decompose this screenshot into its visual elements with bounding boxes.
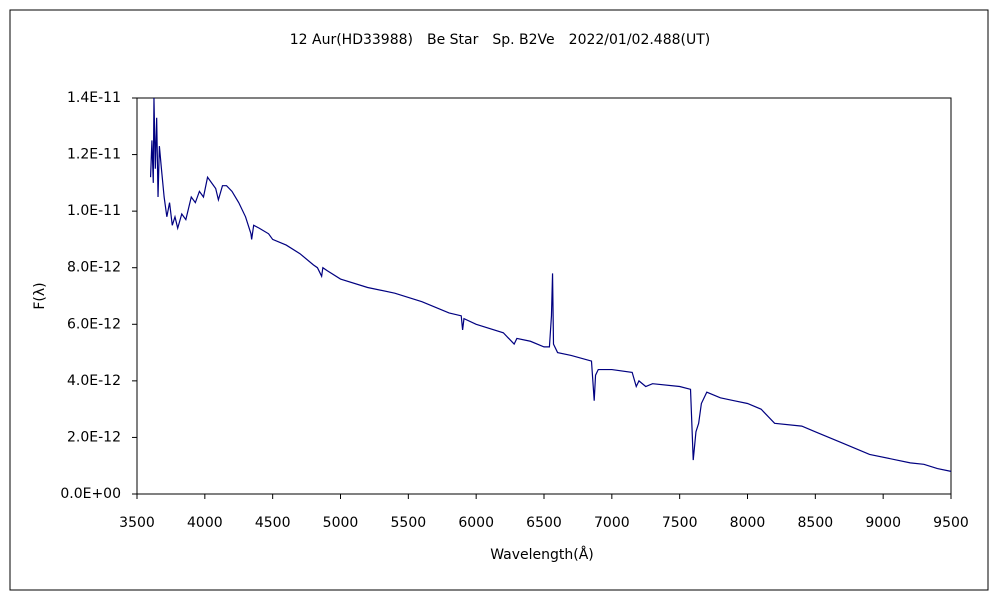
x-tick-label: 4500 (255, 515, 291, 531)
x-tick-label: 5500 (391, 515, 427, 531)
x-tick-label: 7500 (662, 515, 698, 531)
x-tick-label: 9500 (933, 515, 969, 531)
y-tick-label: 4.0E-12 (67, 373, 121, 389)
y-tick-label: 1.4E-11 (67, 90, 121, 106)
y-tick-label: 1.0E-11 (67, 203, 121, 219)
x-tick-label: 8000 (730, 515, 766, 531)
x-tick-label: 8500 (798, 515, 834, 531)
y-tick-label: 8.0E-12 (67, 260, 121, 276)
x-tick-label: 5000 (323, 515, 359, 531)
x-tick-label: 9000 (865, 515, 901, 531)
y-tick-label: 0.0E+00 (60, 486, 121, 502)
spectrum-line (149, 97, 952, 472)
y-tick-label: 2.0E-12 (67, 429, 121, 445)
y-tick-label: 6.0E-12 (67, 316, 121, 332)
x-tick-label: 7000 (594, 515, 630, 531)
x-tick-label: 6500 (526, 515, 562, 531)
y-axis-label: F(λ) (32, 282, 48, 309)
x-axis-label: Wavelength(Å) (490, 546, 594, 563)
y-tick-label: 1.2E-11 (67, 147, 121, 163)
chart-border (9, 9, 989, 591)
x-tick-label: 4000 (187, 515, 223, 531)
x-tick-label: 6000 (458, 515, 494, 531)
chart-title: 12 Aur(HD33988) Be Star Sp. B2Ve 2022/01… (290, 32, 711, 48)
x-tick-label: 3500 (119, 515, 155, 531)
